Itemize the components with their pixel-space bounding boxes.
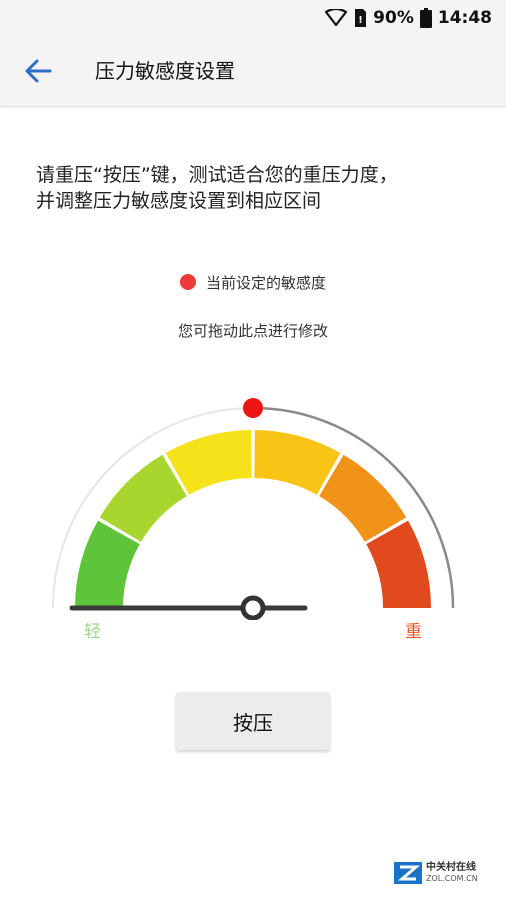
gauge-max-label: 重	[405, 622, 422, 642]
zol-watermark: 中关村在线 ZOL.COM.CN	[394, 862, 478, 884]
page-title: 压力敏感度设置	[95, 59, 235, 83]
gauge-track-left	[52, 407, 254, 609]
battery-icon	[419, 8, 432, 28]
gauge-segment-3	[165, 430, 252, 495]
watermark-brand-en: ZOL.COM.CN	[426, 874, 478, 883]
sim-icon: !	[353, 8, 367, 28]
gauge-segment-4	[254, 430, 341, 495]
gauge-segment-5	[319, 454, 407, 542]
sensitivity-gauge[interactable]	[0, 380, 506, 620]
instruction-text: 请重压“按压”键，测试适合您的重压力度， 并调整压力敏感度设置到相应区间	[36, 162, 476, 214]
app-bar: 压力敏感度设置	[0, 36, 506, 107]
sensitivity-marker-handle[interactable]	[243, 398, 263, 418]
watermark-brand-cn: 中关村在线	[426, 862, 476, 873]
gauge-min-label: 轻	[84, 622, 101, 642]
zol-logo-icon	[394, 862, 422, 884]
status-bar: ! 90% 14:48	[0, 0, 506, 36]
gauge-segment-1	[75, 520, 140, 608]
gauge-pivot-icon	[240, 595, 266, 620]
arrow-left-icon	[25, 59, 52, 83]
instruction-line-1: 请重压“按压”键，测试适合您的重压力度，	[36, 164, 398, 186]
drag-hint: 您可拖动此点进行修改	[177, 322, 328, 340]
press-button[interactable]: 按压	[176, 692, 330, 750]
status-icons: ! 90% 14:48	[325, 6, 492, 30]
back-button[interactable]	[22, 56, 56, 86]
svg-text:!: !	[358, 15, 363, 26]
legend-label: 当前设定的敏感度	[205, 274, 326, 292]
clock: 14:48	[437, 8, 492, 28]
gauge-segment-6	[366, 520, 431, 608]
legend: 当前设定的敏感度	[0, 272, 506, 293]
instruction-line-2: 并调整压力敏感度设置到相应区间	[36, 190, 322, 212]
battery-percent: 90%	[373, 8, 414, 28]
legend-dot-icon	[179, 274, 196, 290]
gauge-track-right	[252, 406, 455, 609]
gauge-segment-2	[99, 454, 187, 542]
wifi-icon	[325, 9, 348, 27]
